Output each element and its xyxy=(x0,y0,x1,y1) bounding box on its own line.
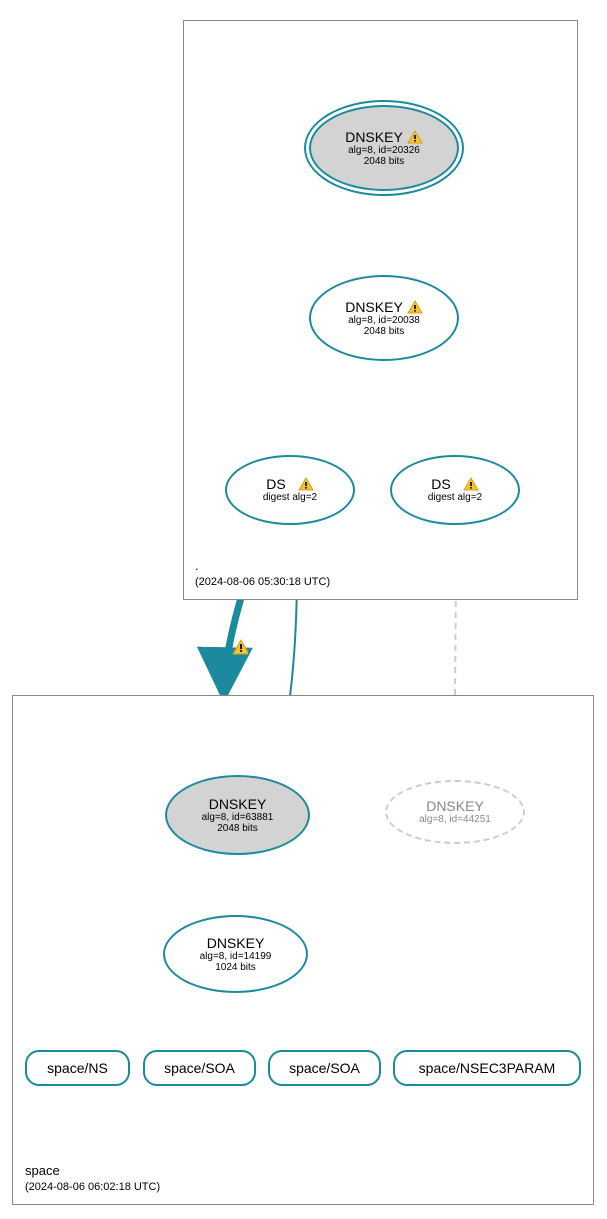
node-dnskey-14199[interactable]: DNSKEY alg=8, id=14199 1024 bits xyxy=(163,915,308,993)
dnskey-44251-title: DNSKEY xyxy=(426,798,484,814)
dnskey-14199-line2: alg=8, id=14199 xyxy=(200,951,272,963)
dnskey-20038-title: DNSKEY xyxy=(345,299,403,315)
dnskey-14199-title: DNSKEY xyxy=(207,935,265,951)
dnskey-63881-line2: alg=8, id=63881 xyxy=(202,812,274,824)
rr-soa2-title: space/SOA xyxy=(289,1060,360,1076)
rr-soa1-title: space/SOA xyxy=(164,1060,235,1076)
node-rr-soa2[interactable]: space/SOA xyxy=(268,1050,381,1086)
warning-icon xyxy=(407,130,423,144)
zone-space-label: space (2024-08-06 06:02:18 UTC) xyxy=(25,1163,160,1194)
rr-ns-title: space/NS xyxy=(47,1060,108,1076)
dnskey-44251-line2: alg=8, id=44251 xyxy=(419,814,491,826)
node-rr-nsec3[interactable]: space/NSEC3PARAM xyxy=(393,1050,581,1086)
zone-root-timestamp: (2024-08-06 05:30:18 UTC) xyxy=(195,575,330,589)
edge-warning-icon xyxy=(232,640,248,654)
node-dnskey-20038[interactable]: DNSKEY alg=8, id=20038 2048 bits xyxy=(309,275,459,361)
node-ds-right[interactable]: DS digest alg=2 xyxy=(390,455,520,525)
dnskey-20326-line3: 2048 bits xyxy=(364,156,405,168)
dnskey-63881-line3: 2048 bits xyxy=(217,823,258,835)
rr-nsec3-title: space/NSEC3PARAM xyxy=(419,1060,556,1076)
node-rr-soa1[interactable]: space/SOA xyxy=(143,1050,256,1086)
node-ds-left[interactable]: DS digest alg=2 xyxy=(225,455,355,525)
dnskey-20038-line3: 2048 bits xyxy=(364,326,405,338)
ds-right-title: DS xyxy=(431,476,450,492)
zone-space-title: space xyxy=(25,1163,160,1180)
warning-icon xyxy=(407,300,423,314)
warning-icon xyxy=(463,477,479,491)
dnskey-20326-line2: alg=8, id=20326 xyxy=(348,145,420,157)
zone-root-label: . (2024-08-06 05:30:18 UTC) xyxy=(195,558,330,589)
node-dnskey-44251[interactable]: DNSKEY alg=8, id=44251 xyxy=(385,780,525,844)
node-dnskey-20326[interactable]: DNSKEY alg=8, id=20326 2048 bits xyxy=(309,105,459,191)
zone-root-title: . xyxy=(195,558,330,575)
zone-space-timestamp: (2024-08-06 06:02:18 UTC) xyxy=(25,1180,160,1194)
dnskey-20038-line2: alg=8, id=20038 xyxy=(348,315,420,327)
warning-icon xyxy=(298,477,314,491)
ds-left-line2: digest alg=2 xyxy=(263,492,317,504)
dnskey-63881-title: DNSKEY xyxy=(209,796,267,812)
node-rr-ns[interactable]: space/NS xyxy=(25,1050,130,1086)
dnskey-20326-title: DNSKEY xyxy=(345,129,403,145)
ds-left-title: DS xyxy=(266,476,285,492)
node-dnskey-63881[interactable]: DNSKEY alg=8, id=63881 2048 bits xyxy=(165,775,310,855)
ds-right-line2: digest alg=2 xyxy=(428,492,482,504)
dnskey-14199-line3: 1024 bits xyxy=(215,962,256,974)
